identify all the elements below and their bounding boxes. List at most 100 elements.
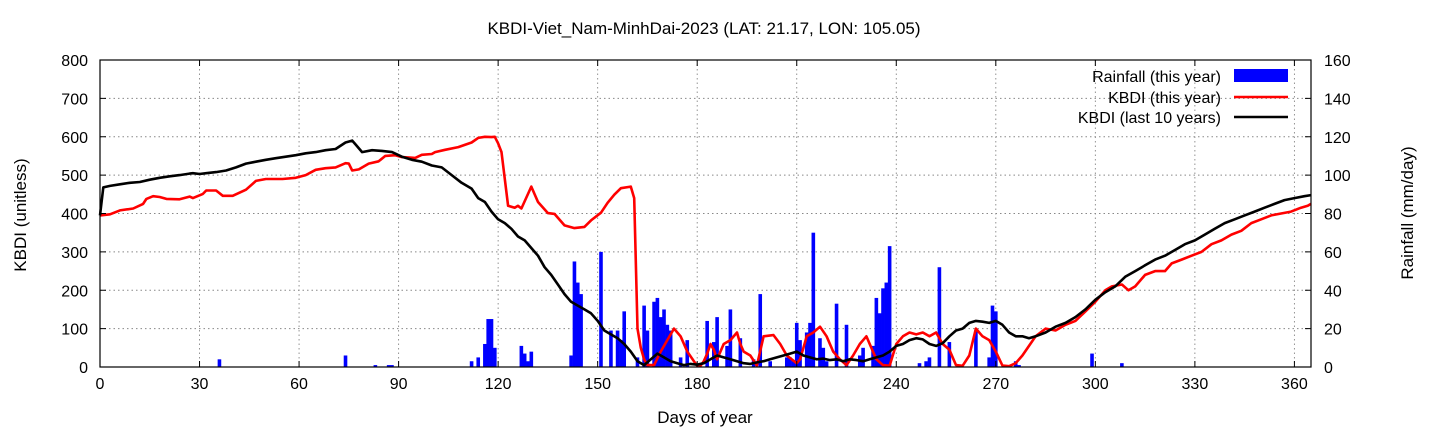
x-tick-label: 300 <box>1082 376 1109 393</box>
rainfall-bar <box>476 357 481 367</box>
rainfall-bar <box>678 357 683 367</box>
rainfall-bar <box>217 359 222 367</box>
tick-labels: 0 30 60 90 120 150 180 210 240 270 300 330 360 0 100 20… <box>61 53 1351 393</box>
rainfall-bar <box>615 330 620 367</box>
rainfall-bar <box>871 345 875 367</box>
rainfall-bar <box>874 297 879 367</box>
x-tick-label: 270 <box>982 376 1009 393</box>
rainfall-bar <box>987 357 991 367</box>
rainfall-bar <box>705 320 709 367</box>
rainfall-bars <box>217 232 1124 367</box>
x-tick-label: 210 <box>783 376 810 393</box>
rainfall-bar <box>937 267 942 367</box>
rainfall-bar <box>947 342 952 367</box>
rainfall-bar <box>818 338 822 367</box>
y2-tick-label: 0 <box>1324 360 1333 377</box>
rainfall-bar <box>834 303 839 367</box>
rainfall-bar <box>373 365 378 367</box>
rainfall-bar <box>483 343 487 367</box>
y2-tick-label: 80 <box>1324 207 1342 224</box>
chart-title: KBDI-Viet_Nam-MinhDai-2023 (LAT: 21.17, … <box>487 19 920 38</box>
x-tick-label: 120 <box>485 376 512 393</box>
rainfall-bar <box>844 324 849 367</box>
rainfall-bar <box>974 330 978 367</box>
rainfall-bar <box>386 365 391 367</box>
y2-tick-label: 20 <box>1324 322 1342 339</box>
y-tick-label: 700 <box>61 91 88 108</box>
rainfall-bar <box>658 317 663 367</box>
rainfall-bar <box>768 361 772 367</box>
rainfall-bar <box>788 357 792 367</box>
rainfall-bar <box>645 330 650 367</box>
rainfall-bar <box>486 319 490 367</box>
x-tick-label: 30 <box>191 376 209 393</box>
rainfall-bar <box>994 311 998 367</box>
rainfall-bar <box>758 294 763 367</box>
rainfall-bar <box>493 347 497 367</box>
y2-tick-label: 40 <box>1324 283 1342 300</box>
rainfall-bar <box>917 363 922 367</box>
legend-label-kbdi-last-10-years: KBDI (last 10 years) <box>1078 110 1221 127</box>
x-tick-label: 360 <box>1281 376 1308 393</box>
rainfall-bar <box>1017 365 1021 367</box>
rainfall-bar <box>861 347 865 367</box>
rainfall-bar <box>811 232 816 367</box>
rainfall-bar <box>622 311 627 367</box>
rainfall-bar <box>738 338 743 367</box>
rainfall-bar <box>655 297 660 367</box>
rainfall-bar <box>990 305 995 367</box>
rainfall-bar <box>887 246 892 367</box>
y-tick-label: 500 <box>61 168 88 185</box>
y2-tick-label: 140 <box>1324 91 1351 108</box>
y-tick-label: 300 <box>61 245 88 262</box>
rainfall-bar <box>784 357 789 367</box>
legend-label-rainfall: Rainfall (this year) <box>1092 69 1221 86</box>
rainfall-bar <box>519 345 524 367</box>
rainfall-bar <box>652 301 656 367</box>
y2-tick-label: 120 <box>1324 130 1351 147</box>
rainfall-bar <box>522 353 527 367</box>
rainfall-bar <box>642 305 646 367</box>
y-tick-label: 600 <box>61 130 88 147</box>
rainfall-bar <box>572 261 577 367</box>
rainfall-bar <box>927 357 932 367</box>
y2-tick-label: 160 <box>1324 53 1351 70</box>
rainfall-bar <box>881 288 885 367</box>
x-tick-label: 330 <box>1182 376 1209 393</box>
rainfall-bar <box>575 282 580 367</box>
y-tick-label: 100 <box>61 322 88 339</box>
rainfall-bar <box>877 313 882 367</box>
y-tick-label: 400 <box>61 207 88 224</box>
x-tick-label: 180 <box>684 376 711 393</box>
rainfall-bar <box>808 322 812 367</box>
rainfall-bar <box>725 345 729 367</box>
rainfall-bar <box>609 330 613 367</box>
rainfall-bar <box>884 282 889 367</box>
rainfall-bar <box>529 351 534 367</box>
rainfall-bar <box>791 361 796 367</box>
rainfall-bar <box>711 342 716 367</box>
rainfall-bar <box>668 330 673 367</box>
rainfall-bar <box>824 361 829 367</box>
x-tick-label: 0 <box>96 376 105 393</box>
x-tick-label: 150 <box>584 376 611 393</box>
rainfall-bar <box>794 322 799 367</box>
y2-axis-label: Rainfall (mm/day) <box>1398 146 1417 279</box>
y2-tick-label: 100 <box>1324 168 1351 185</box>
rainfall-bar <box>924 361 928 367</box>
legend-label-kbdi-this-year: KBDI (this year) <box>1108 90 1221 107</box>
legend-swatch-rainfall <box>1234 69 1288 82</box>
rainfall-bar <box>489 319 494 367</box>
x-axis-label: Days of year <box>657 408 753 427</box>
rainfall-bar <box>599 251 603 367</box>
x-tick-label: 90 <box>390 376 408 393</box>
rainfall-bar <box>665 324 670 367</box>
rainfall-bar <box>619 340 623 367</box>
rainfall-bar <box>569 355 573 367</box>
rainfall-bar <box>715 317 719 367</box>
axis-ticks <box>99 59 1311 368</box>
rainfall-bar <box>526 361 530 367</box>
rainfall-bar <box>390 365 394 367</box>
rainfall-bar <box>579 294 583 367</box>
